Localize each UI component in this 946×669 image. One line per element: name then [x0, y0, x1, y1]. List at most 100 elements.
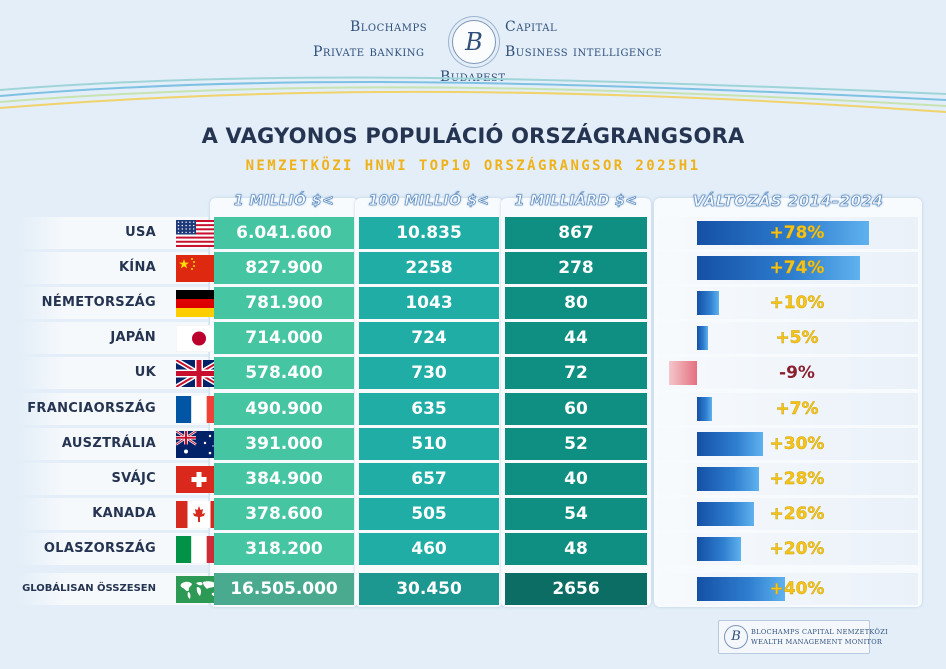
value-1b: 72 — [505, 357, 647, 389]
change-label: +74% — [769, 258, 825, 278]
brand-logo: B — [452, 20, 496, 64]
value-100m: 724 — [359, 322, 499, 354]
country-name: OLASZORSZÁG — [43, 541, 156, 556]
change-cell — [658, 498, 918, 530]
value-1b: 52 — [505, 428, 647, 460]
change-label: +30% — [769, 434, 825, 454]
row-label: OLASZORSZÁG — [18, 533, 222, 565]
total-1m-value: 16.505.000 — [214, 573, 354, 605]
row-label: JAPÁN — [18, 322, 222, 354]
column-header-1m: 1 MILLIÓ $< — [233, 193, 335, 210]
change-bar — [697, 467, 759, 491]
chart-title: A VAGYONOS POPULÁCIÓ ORSZÁGRANGSORA — [201, 124, 745, 148]
change-bar — [697, 432, 763, 456]
column-header-100m: 100 MILLIÓ $< — [368, 193, 490, 210]
change-bar — [697, 326, 708, 350]
total-1b-value: 2656 — [505, 573, 647, 605]
change-label: +10% — [769, 293, 825, 313]
badge-line-2: WEALTH MANAGEMENT MONITOR — [751, 638, 883, 646]
row-label: AUSZTRÁLIA — [18, 428, 222, 460]
value-1m: 391.000 — [214, 428, 354, 460]
value-100m: 10.835 — [359, 217, 499, 249]
change-label: +5% — [775, 328, 819, 348]
column-header-change: VÁLTOZÁS 2014–2024 — [692, 192, 884, 211]
change-cell — [658, 393, 918, 425]
value-100m: 730 — [359, 357, 499, 389]
value-100m: 2258 — [359, 252, 499, 284]
country-name: NÉMETORSZÁG — [41, 295, 156, 310]
brand-city: Budapest — [440, 69, 506, 85]
change-bar — [697, 291, 719, 315]
change-label: -9% — [779, 363, 815, 383]
total-change-label: +40% — [769, 579, 825, 599]
change-bar — [697, 256, 860, 280]
change-label: +7% — [775, 399, 819, 419]
value-1m: 384.900 — [214, 463, 354, 495]
value-100m: 460 — [359, 533, 499, 565]
badge-logo: B — [724, 625, 748, 649]
country-name: KANADA — [92, 506, 156, 521]
value-1m: 714.000 — [214, 322, 354, 354]
change-bar — [697, 502, 755, 526]
change-cell — [658, 463, 918, 495]
change-cell — [658, 252, 918, 284]
value-1b: 54 — [505, 498, 647, 530]
change-cell — [658, 217, 918, 249]
brand-tagline-right: Business intelligence — [505, 44, 662, 60]
germany-flag — [176, 290, 222, 317]
value-100m: 1043 — [359, 287, 499, 319]
change-label: +20% — [769, 539, 825, 559]
country-name: KÍNA — [118, 260, 156, 275]
badge-line-1: BLOCHAMPS CAPITAL NEMZETKÖZI — [751, 628, 888, 636]
total-100m-value: 30.450 — [359, 573, 499, 605]
change-cell — [658, 322, 918, 354]
decorative-waves — [0, 76, 946, 113]
change-bar — [697, 397, 713, 421]
brand-name-right: Capital — [505, 19, 558, 35]
value-100m: 635 — [359, 393, 499, 425]
value-1b: 40 — [505, 463, 647, 495]
row-label: FRANCIAORSZÁG — [18, 393, 222, 425]
country-name: USA — [125, 225, 156, 240]
value-1b: 867 — [505, 217, 647, 249]
value-1m: 578.400 — [214, 357, 354, 389]
total-change-bar — [697, 577, 785, 601]
value-1m: 6.041.600 — [214, 217, 354, 249]
change-bar — [697, 537, 741, 561]
change-cell — [658, 357, 918, 389]
row-label: UK — [18, 357, 222, 389]
country-name: SVÁJC — [111, 471, 156, 486]
country-name: FRANCIAORSZÁG — [27, 401, 156, 416]
country-name: JAPÁN — [110, 330, 156, 345]
change-cell — [658, 287, 918, 319]
brand-header: Blochamps Capital Private banking Busine… — [0, 0, 946, 120]
row-label: USA — [18, 217, 222, 249]
monitor-badge: B BLOCHAMPS CAPITAL NEMZETKÖZI WEALTH MA… — [718, 620, 888, 654]
change-label: +26% — [769, 504, 825, 524]
value-1m: 827.900 — [214, 252, 354, 284]
value-1b: 278 — [505, 252, 647, 284]
country-name: UK — [134, 365, 156, 380]
change-label: +78% — [769, 223, 825, 243]
value-1b: 44 — [505, 322, 647, 354]
value-100m: 510 — [359, 428, 499, 460]
value-1m: 378.600 — [214, 498, 354, 530]
change-bar — [669, 361, 697, 385]
row-label: NÉMETORSZÁG — [18, 287, 222, 319]
row-label: KÍNA — [18, 252, 222, 284]
column-header-1b: 1 MILLIÁRD $< — [514, 193, 638, 210]
brand-name-left: Blochamps — [350, 19, 428, 35]
row-label: SVÁJC — [18, 463, 222, 495]
value-1m: 781.900 — [214, 287, 354, 319]
country-name: AUSZTRÁLIA — [61, 436, 156, 451]
value-1b: 48 — [505, 533, 647, 565]
total-row-label: GLOBÁLISAN ÖSSZESEN — [18, 573, 222, 605]
change-cell — [658, 428, 918, 460]
total-label-text: GLOBÁLISAN ÖSSZESEN — [22, 583, 156, 594]
change-label: +28% — [769, 469, 825, 489]
change-cell — [658, 533, 918, 565]
value-1b: 80 — [505, 287, 647, 319]
row-label: KANADA — [18, 498, 222, 530]
chart-subtitle: NEMZETKÖZI HNWI TOP10 ORSZÁGRANGSOR 2025… — [245, 158, 701, 174]
us-flag — [176, 220, 222, 247]
